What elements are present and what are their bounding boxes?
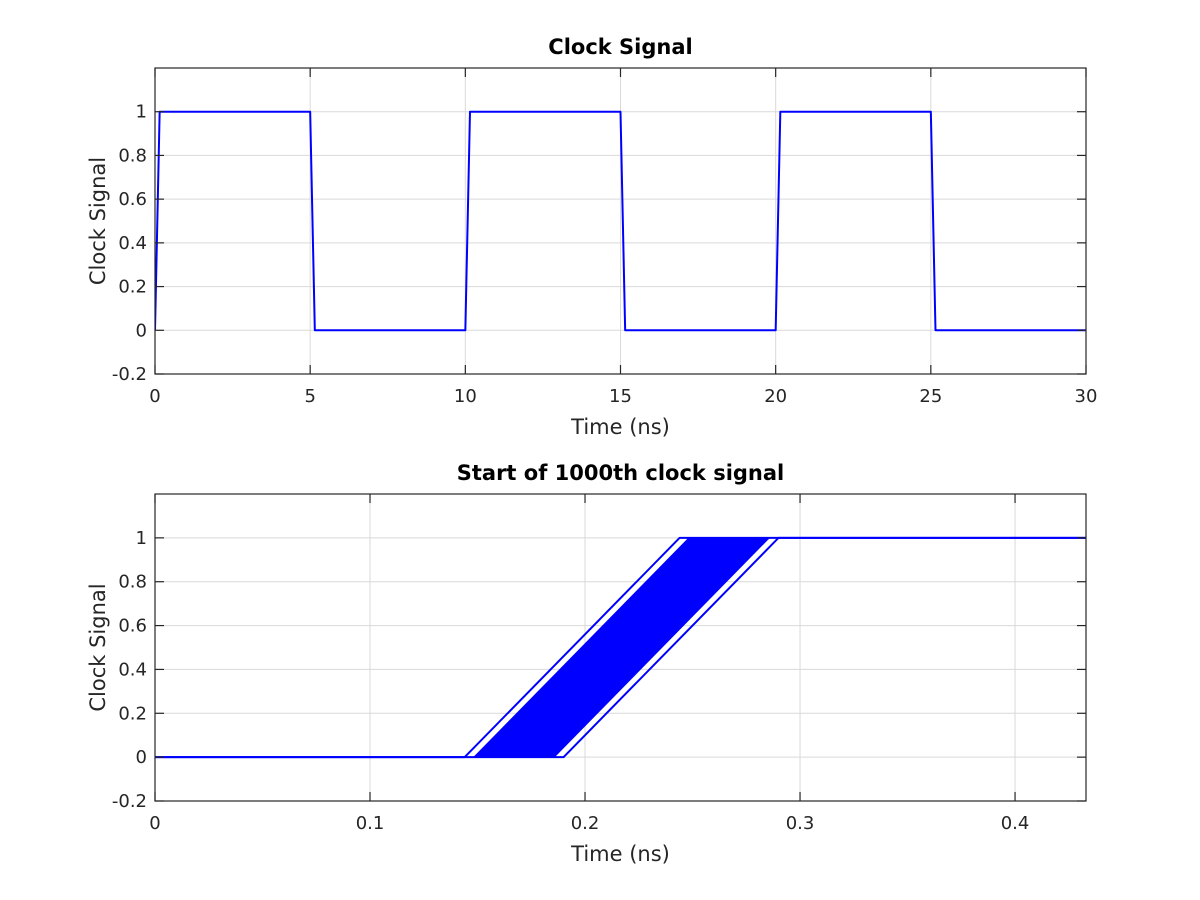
plot2-xtick-label: 0.4 <box>1001 813 1030 834</box>
plot2-xtick-label: 0.2 <box>571 813 600 834</box>
plot2-title: Start of 1000th clock signal <box>457 461 785 485</box>
plot1-xtick-label: 5 <box>304 386 315 407</box>
plot2-xtick-label: 0.3 <box>786 813 815 834</box>
plot2-ytick-label: 0.2 <box>118 703 147 724</box>
plot1-ytick-label: -0.2 <box>112 364 147 385</box>
plot1-xtick-label: 30 <box>1075 386 1098 407</box>
plot1-xtick-label: 15 <box>609 386 632 407</box>
plot2-ytick-label: 0.6 <box>118 616 147 637</box>
plot1-xtick-label: 0 <box>149 386 160 407</box>
plot1-ytick-label: 0.2 <box>118 277 147 298</box>
plot2-trace-band <box>473 537 770 758</box>
plot1-title: Clock Signal <box>548 35 692 59</box>
plot2-ytick-label: 1 <box>136 528 147 549</box>
plot1-ytick-label: 0.6 <box>118 189 147 210</box>
plot1-ytick-label: 0.4 <box>118 233 147 254</box>
plot2-ylabel: Clock Signal <box>86 583 110 711</box>
plot1-ytick-label: 1 <box>136 102 147 123</box>
plot2-ytick-label: -0.2 <box>112 791 147 812</box>
plot2-xlabel: Time (ns) <box>570 842 670 866</box>
plot2-xtick-label: 0 <box>149 813 160 834</box>
plot2-ytick-label: 0.8 <box>118 572 147 593</box>
plot1-xtick-label: 25 <box>919 386 942 407</box>
plot1-xlabel: Time (ns) <box>570 415 670 439</box>
plot2-ytick-label: 0.4 <box>118 659 147 680</box>
plot1-xtick-label: 10 <box>454 386 477 407</box>
plot1-ytick-label: 0 <box>136 320 147 341</box>
plot2-xtick-label: 0.1 <box>356 813 385 834</box>
plot1-ylabel: Clock Signal <box>86 157 110 285</box>
plot1-xtick-label: 20 <box>764 386 787 407</box>
plot1-data <box>155 110 1086 332</box>
plot2-series-line-2 <box>155 536 1086 759</box>
plot1-ytick-label: 0.8 <box>118 145 147 166</box>
plot2-ytick-label: 0 <box>136 747 147 768</box>
plot1-series-line-1 <box>155 110 1086 332</box>
plot2-data <box>155 536 1086 759</box>
plot2-frame <box>154 493 1087 802</box>
